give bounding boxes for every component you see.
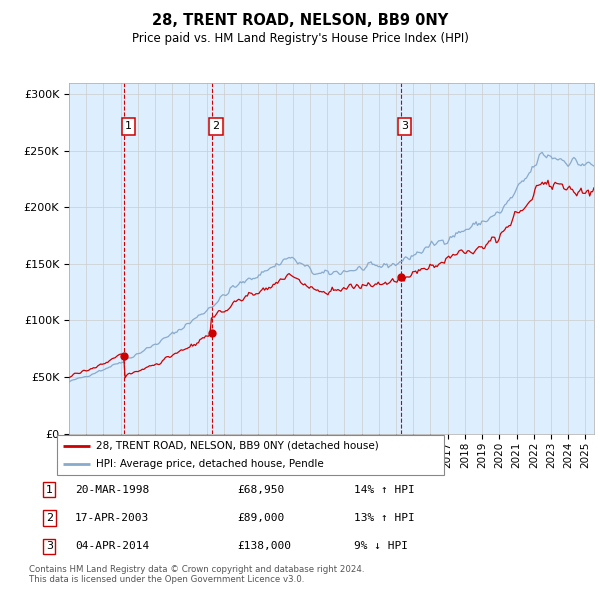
Text: HPI: Average price, detached house, Pendle: HPI: Average price, detached house, Pend…	[96, 459, 323, 469]
Text: 20-MAR-1998: 20-MAR-1998	[75, 485, 149, 494]
Text: 04-APR-2014: 04-APR-2014	[75, 542, 149, 551]
Text: 3: 3	[401, 122, 409, 132]
Text: 28, TRENT ROAD, NELSON, BB9 0NY: 28, TRENT ROAD, NELSON, BB9 0NY	[152, 13, 448, 28]
Text: 2: 2	[46, 513, 53, 523]
Text: 28, TRENT ROAD, NELSON, BB9 0NY (detached house): 28, TRENT ROAD, NELSON, BB9 0NY (detache…	[96, 441, 379, 451]
Text: £138,000: £138,000	[237, 542, 291, 551]
Text: 1: 1	[125, 122, 132, 132]
Text: Contains HM Land Registry data © Crown copyright and database right 2024.
This d: Contains HM Land Registry data © Crown c…	[29, 565, 364, 584]
Text: 1: 1	[46, 485, 53, 494]
FancyBboxPatch shape	[57, 435, 444, 475]
Text: 14% ↑ HPI: 14% ↑ HPI	[354, 485, 415, 494]
Text: 13% ↑ HPI: 13% ↑ HPI	[354, 513, 415, 523]
Text: 2: 2	[212, 122, 220, 132]
Text: 3: 3	[46, 542, 53, 551]
Text: 9% ↓ HPI: 9% ↓ HPI	[354, 542, 408, 551]
Text: £89,000: £89,000	[237, 513, 284, 523]
Text: £68,950: £68,950	[237, 485, 284, 494]
Text: 17-APR-2003: 17-APR-2003	[75, 513, 149, 523]
Text: Price paid vs. HM Land Registry's House Price Index (HPI): Price paid vs. HM Land Registry's House …	[131, 32, 469, 45]
